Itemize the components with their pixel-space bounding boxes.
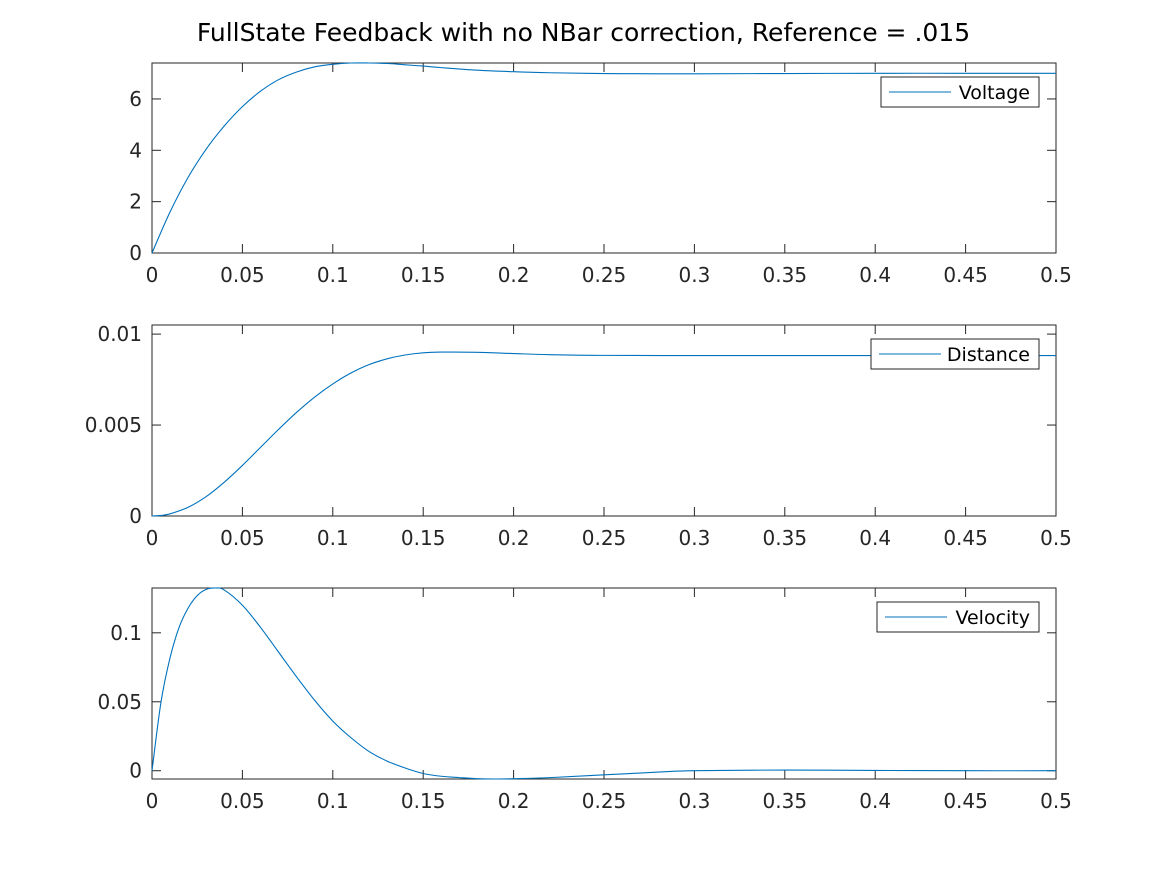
voltage-ytick-label: 0 [129,241,142,265]
voltage-xtick-label: 0.5 [1040,263,1072,287]
distance-series-line [151,351,1056,517]
distance-xtick-label: 0.25 [582,526,627,550]
velocity-xtick-label: 0.15 [401,789,446,813]
voltage-xtick-label: 0.1 [317,263,349,287]
velocity-legend-label: Velocity [955,607,1030,629]
distance-legend-label: Distance [947,344,1030,366]
voltage-legend-label: Voltage [959,82,1030,104]
velocity-xtick-label: 0 [146,789,159,813]
distance-ytick-label: 0 [129,504,142,528]
velocity-ytick-label: 0 [129,759,142,783]
velocity-series-line [151,587,1057,780]
distance-xtick-label: 0.05 [220,526,265,550]
voltage-xtick-label: 0.4 [859,263,891,287]
distance-ytick-label: 0.01 [97,322,142,346]
voltage-ytick-label: 6 [129,87,142,111]
velocity-axes: 0 0.05 0.1 0.15 0.2 0.25 0.3 0.35 0.4 0.45 0.5 0 0.0… [97,587,1072,813]
velocity-ytick-label: 0.05 [97,690,142,714]
distance-ytick-label: 0.005 [85,413,142,437]
distance-xtick-label: 0.1 [317,526,349,550]
velocity-xtick-label: 0.25 [582,789,627,813]
velocity-xtick-label: 0.5 [1040,789,1072,813]
voltage-xtick-label: 0.35 [763,263,808,287]
distance-xtick-label: 0.35 [763,526,808,550]
voltage-xtick-label: 0.45 [943,263,988,287]
velocity-xtick-label: 0.05 [220,789,265,813]
voltage-ytick-label: 4 [129,138,142,162]
velocity-ytick-label: 0.1 [110,621,142,645]
velocity-xtick-label: 0.2 [498,789,530,813]
voltage-axes: 0 0.05 0.1 0.15 0.2 0.25 0.3 0.35 0.4 0.45 0.5 0 2 4 6… [129,62,1072,287]
velocity-xtick-label: 0.35 [763,789,808,813]
distance-xtick-label: 0.4 [859,526,891,550]
velocity-xtick-label: 0.4 [859,789,891,813]
distance-xtick-label: 0.3 [678,526,710,550]
voltage-xtick-label: 0.2 [498,263,530,287]
voltage-series-line [151,62,1056,254]
distance-xtick-label: 0.2 [498,526,530,550]
distance-xtick-label: 0.5 [1040,526,1072,550]
distance-xtick-label: 0.15 [401,526,446,550]
voltage-xtick-label: 0 [146,263,159,287]
figure-title: FullState Feedback with no NBar correcti… [196,18,971,47]
voltage-xtick-label: 0.15 [401,263,446,287]
velocity-xtick-label: 0.3 [678,789,710,813]
distance-axes: 0 0.05 0.1 0.15 0.2 0.25 0.3 0.35 0.4 0.45 0.5 0 0.0… [85,322,1072,550]
voltage-xtick-label: 0.25 [582,263,627,287]
voltage-ytick-label: 2 [129,190,142,214]
distance-xtick-label: 0.45 [943,526,988,550]
distance-xtick-label: 0 [146,526,159,550]
velocity-xtick-label: 0.45 [943,789,988,813]
velocity-xtick-label: 0.1 [317,789,349,813]
voltage-xtick-label: 0.05 [220,263,265,287]
voltage-xtick-label: 0.3 [678,263,710,287]
